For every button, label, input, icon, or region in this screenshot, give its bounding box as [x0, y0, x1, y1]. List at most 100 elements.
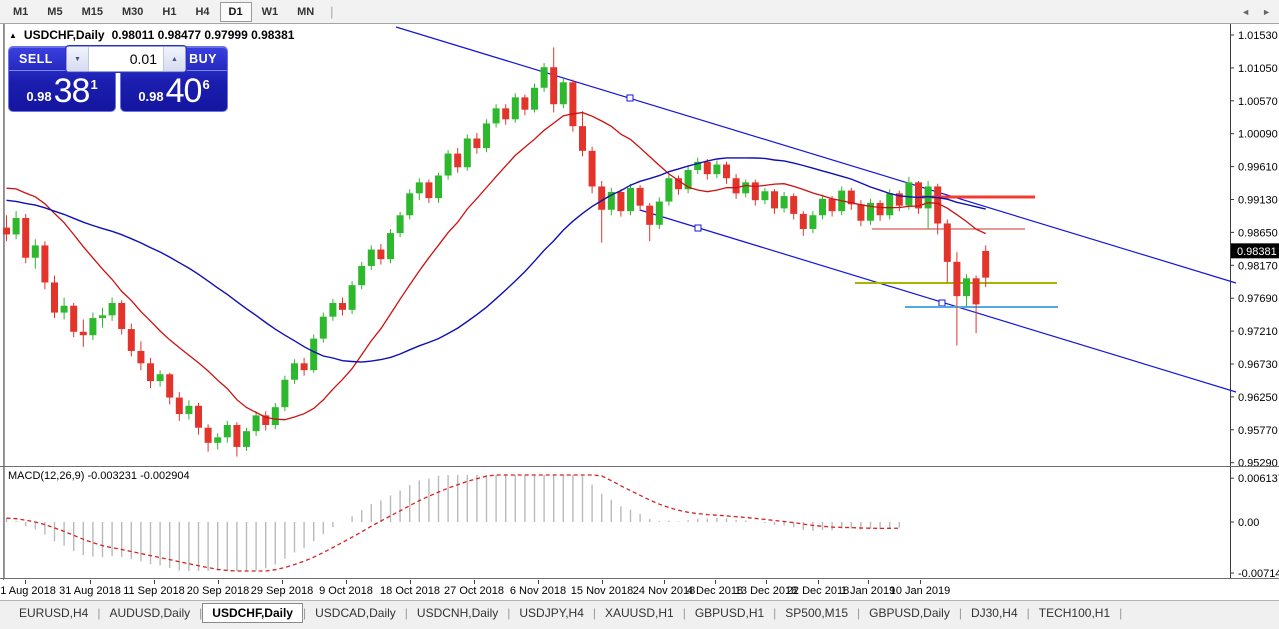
tab-separator: |: [857, 606, 861, 620]
date-label: 13 Dec 2018: [734, 585, 798, 597]
tab-separator: |: [199, 606, 203, 620]
svg-text:0.98170: 0.98170: [1238, 260, 1278, 272]
trendline-handle: [938, 299, 946, 307]
date-label: 4 Dec 2018: [686, 585, 744, 597]
date-label: 21 Aug 2018: [0, 585, 56, 597]
timeframe-button-m5[interactable]: M5: [47, 5, 63, 18]
date-label: 29 Sep 2018: [250, 585, 314, 597]
date-label: 9 Oct 2018: [319, 585, 373, 597]
tab-separator: |: [507, 606, 511, 620]
chart-tab-tech100-h1[interactable]: TECH100,H1: [1038, 606, 1111, 620]
chart-macd-divider[interactable]: [0, 466, 1279, 467]
tab-separator: |: [773, 606, 777, 620]
chart-ohlc-values: 0.98011 0.98477 0.97999 0.98381: [111, 28, 295, 42]
tab-scroll-right-icon[interactable]: ►: [1262, 7, 1271, 17]
timeframe-button-w1[interactable]: W1: [261, 5, 279, 18]
timeframe-button-mn[interactable]: MN: [297, 5, 315, 18]
date-tick: [602, 580, 603, 584]
tab-separator: |: [1026, 606, 1030, 620]
timeframe-button-m30[interactable]: M30: [121, 5, 144, 18]
timeframe-button-h1[interactable]: H1: [162, 5, 177, 18]
svg-text:0.95770: 0.95770: [1238, 425, 1278, 437]
price-axis[interactable]: [1230, 24, 1279, 578]
chart-tab-usdcad-daily[interactable]: USDCAD,Daily: [315, 606, 396, 620]
macd-indicator-canvas[interactable]: 0.006137 0.00 -0.007142: [0, 467, 1279, 578]
svg-text:1.01050: 1.01050: [1238, 63, 1278, 75]
chart-window-border: [3, 24, 4, 600]
tab-separator: |: [1119, 606, 1123, 620]
trendline-handle: [626, 94, 634, 102]
one-click-trading-panel: SELL 0.98 38 1 BUY 0.98 40 6 ▼ 0.01 ▲: [8, 46, 228, 112]
ma-slow-line: [6, 157, 986, 363]
svg-text:0.95290: 0.95290: [1238, 458, 1278, 466]
svg-text:0.98650: 0.98650: [1238, 227, 1278, 239]
volume-increase-button[interactable]: ▲: [163, 47, 185, 71]
chart-tab-gbpusd-h1[interactable]: GBPUSD,H1: [694, 606, 765, 620]
date-tick: [474, 580, 475, 584]
trend-channel-line: [395, 26, 1237, 284]
date-label: 22 Dec 2018: [786, 585, 850, 597]
date-label: 31 Aug 2018: [59, 585, 121, 597]
timeframe-button-m1[interactable]: M1: [13, 5, 29, 18]
collapse-panel-icon[interactable]: ▲: [9, 30, 17, 40]
volume-input[interactable]: 0.01: [89, 47, 163, 71]
chart-tab-usdjpy-h4[interactable]: USDJPY,H4: [519, 606, 584, 620]
date-label: 10 Jan 2019: [889, 585, 951, 597]
volume-control: ▼ 0.01 ▲: [66, 46, 186, 72]
chart-tab-audusd-daily[interactable]: AUDUSD,Daily: [109, 606, 191, 620]
date-label: 24 Nov 2018: [632, 585, 696, 597]
chart-tab-sp500-m15[interactable]: SP500,M15: [785, 606, 849, 620]
macd-bottom-border: [0, 578, 1279, 579]
date-tick: [282, 580, 283, 584]
price-chart-canvas[interactable]: 1.01530 1.01050 1.00570 1.00090 0.99610 0.991…: [0, 24, 1279, 466]
tab-separator: |: [302, 606, 307, 620]
chart-title: ▲ USDCHF,Daily 0.98011 0.98477 0.97999 0…: [9, 28, 294, 42]
date-label: 18 Oct 2018: [380, 585, 440, 597]
date-label: 11 Sep 2018: [123, 585, 185, 597]
date-tick: [868, 580, 869, 584]
tab-separator: |: [682, 606, 686, 620]
ask-price[interactable]: 0.98 40 6: [121, 71, 227, 111]
svg-text:0.99610: 0.99610: [1238, 162, 1278, 174]
svg-text:0.00: 0.00: [1238, 517, 1259, 529]
buy-button[interactable]: BUY: [189, 51, 217, 66]
date-tick: [664, 580, 665, 584]
date-tick: [920, 580, 921, 584]
timeframe-button-d1[interactable]: D1: [219, 1, 252, 22]
chart-tab-xauusd-h1[interactable]: XAUUSD,H1: [605, 606, 674, 620]
svg-text:0.96250: 0.96250: [1238, 392, 1278, 404]
tab-separator: |: [958, 606, 962, 620]
date-tick: [25, 580, 26, 584]
timeframe-button-h4[interactable]: H4: [195, 5, 210, 18]
tab-separator: |: [592, 606, 596, 620]
date-axis[interactable]: 21 Aug 2018 31 Aug 2018 11 Sep 2018 20 Sep …: [0, 580, 1279, 600]
chart-tab-dj30-h4[interactable]: DJ30,H4: [970, 606, 1018, 620]
chart-tab-usdchf-daily[interactable]: USDCHF,Daily: [202, 603, 303, 623]
macd-indicator-label: MACD(12,26,9) -0.003231 -0.002904: [8, 470, 190, 482]
macd-signal-line: [6, 474, 900, 572]
trend-channel-line: [639, 209, 1237, 393]
sell-button[interactable]: SELL: [19, 51, 53, 66]
timeframe-button-m15[interactable]: M15: [81, 5, 103, 18]
candles: [3, 47, 990, 457]
chart-symbol-label: USDCHF,Daily: [23, 28, 105, 42]
date-label: 6 Nov 2018: [509, 585, 567, 597]
date-tick: [218, 580, 219, 584]
trendline-handle: [694, 224, 702, 232]
date-tick: [715, 580, 716, 584]
chart-tab-eurusd-h4[interactable]: EURUSD,H4: [19, 606, 89, 620]
date-tick: [818, 580, 819, 584]
date-label: 20 Sep 2018: [186, 585, 250, 597]
tab-scroll-left-icon[interactable]: ◄: [1241, 7, 1251, 17]
svg-text:0.97210: 0.97210: [1238, 326, 1278, 338]
bid-price[interactable]: 0.98 38 1: [9, 71, 115, 111]
chart-tab-usdcnh-daily[interactable]: USDCNH,Daily: [416, 606, 499, 620]
svg-text:0.96730: 0.96730: [1238, 359, 1278, 371]
svg-text:1.00570: 1.00570: [1238, 96, 1278, 108]
chart-tab-gbpusd-daily[interactable]: GBPUSD,Daily: [869, 606, 950, 620]
volume-decrease-button[interactable]: ▼: [67, 47, 89, 71]
svg-text:-0.007142: -0.007142: [1238, 568, 1279, 578]
sell-panel: SELL 0.98 38 1: [8, 46, 116, 112]
date-tick: [538, 580, 539, 584]
svg-text:1.00090: 1.00090: [1238, 129, 1278, 141]
